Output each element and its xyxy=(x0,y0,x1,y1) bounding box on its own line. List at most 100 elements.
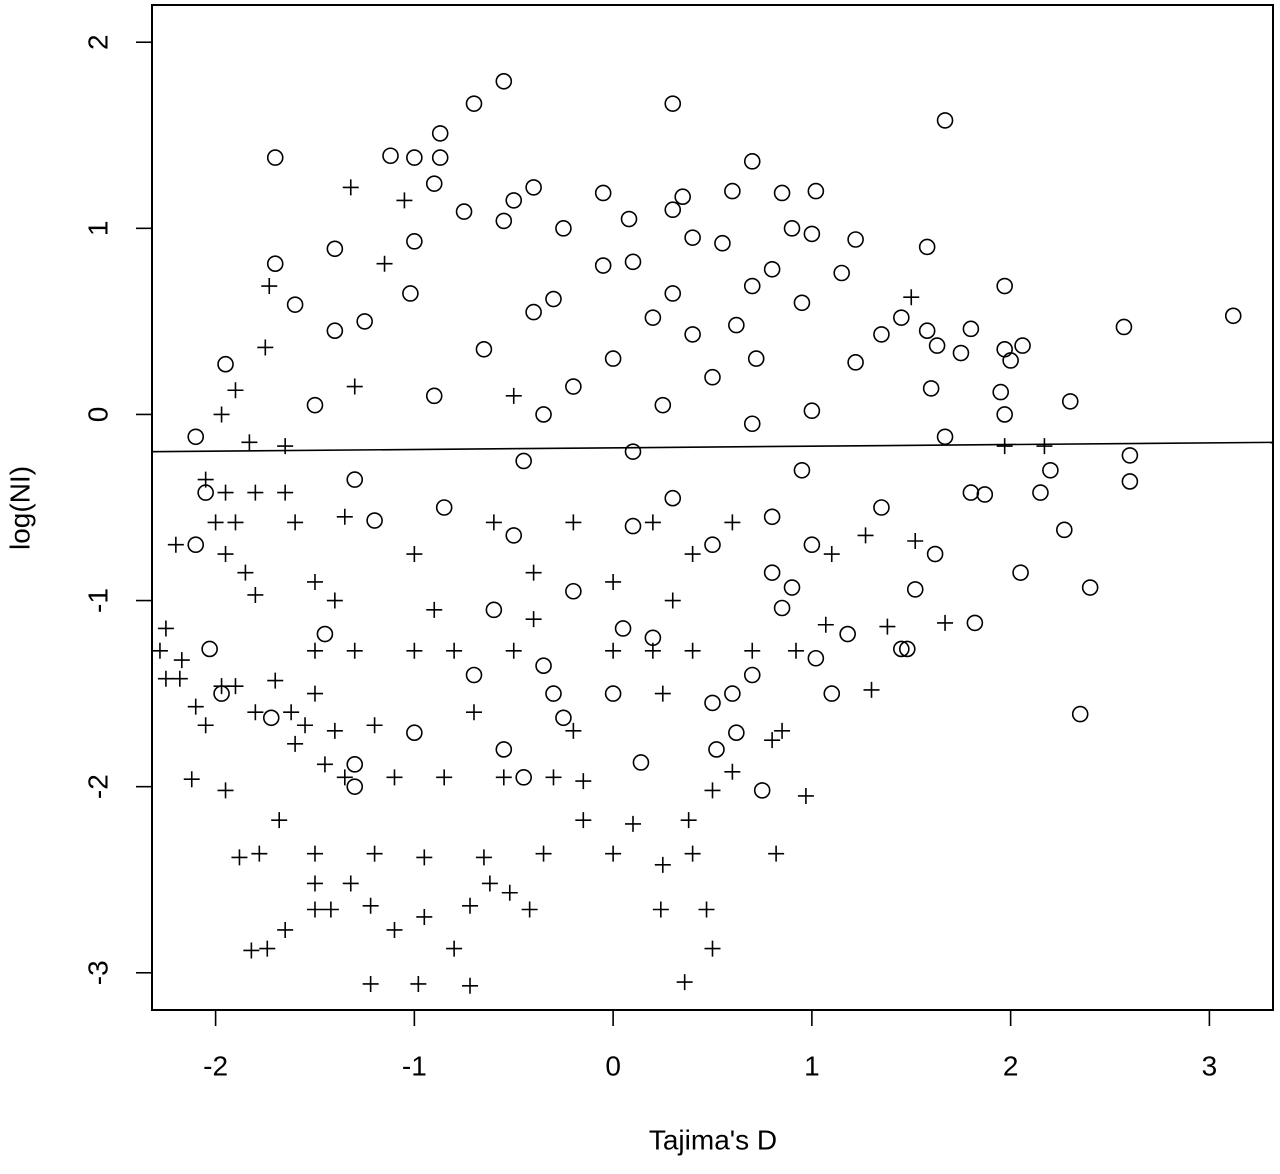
point xyxy=(803,225,821,243)
point xyxy=(1014,337,1031,354)
point xyxy=(306,685,323,702)
point xyxy=(406,642,423,659)
point xyxy=(525,564,542,581)
plot-frame xyxy=(151,4,1274,1011)
point xyxy=(525,303,542,321)
point xyxy=(481,875,498,892)
point xyxy=(336,508,353,525)
point xyxy=(704,782,721,799)
point xyxy=(604,350,622,367)
point xyxy=(183,771,200,788)
point xyxy=(1121,447,1139,464)
point xyxy=(287,735,304,752)
point xyxy=(286,296,304,313)
point xyxy=(728,316,745,334)
point xyxy=(604,685,622,702)
point xyxy=(277,921,294,938)
point xyxy=(366,717,383,734)
point xyxy=(724,514,741,531)
x-tick-label: 0 xyxy=(605,1050,621,1081)
y-tick-label: -3 xyxy=(82,960,113,985)
point xyxy=(936,428,954,446)
point xyxy=(197,717,214,734)
point xyxy=(714,234,731,252)
point xyxy=(346,471,364,488)
point xyxy=(207,514,224,531)
point xyxy=(654,856,671,873)
point xyxy=(724,685,741,702)
point xyxy=(356,313,373,330)
point xyxy=(747,350,765,367)
point xyxy=(684,642,701,659)
point xyxy=(1042,461,1059,479)
point xyxy=(1002,352,1019,369)
point xyxy=(624,443,642,460)
point xyxy=(267,672,284,689)
point xyxy=(545,685,562,702)
point xyxy=(764,732,781,749)
point xyxy=(793,294,811,312)
point xyxy=(664,201,682,219)
point xyxy=(217,484,234,501)
point xyxy=(575,773,592,790)
point xyxy=(157,670,174,687)
point xyxy=(857,527,874,544)
point xyxy=(654,396,672,414)
point xyxy=(952,344,970,362)
point xyxy=(724,182,741,200)
point xyxy=(257,339,274,356)
point xyxy=(297,717,314,734)
point xyxy=(485,514,502,531)
point xyxy=(992,383,1010,401)
point xyxy=(462,977,479,994)
point xyxy=(863,681,880,698)
point xyxy=(684,229,701,246)
point xyxy=(753,782,771,799)
point xyxy=(873,326,890,343)
point xyxy=(704,368,721,386)
point xyxy=(704,694,721,712)
point xyxy=(644,514,661,531)
point xyxy=(326,592,343,609)
point xyxy=(261,278,278,295)
point xyxy=(262,709,280,727)
point xyxy=(743,153,761,170)
point xyxy=(1071,705,1089,723)
point xyxy=(306,845,323,862)
point xyxy=(366,512,383,529)
point xyxy=(426,601,443,618)
x-axis-label: Tajima's D xyxy=(649,1124,777,1155)
point xyxy=(652,901,669,918)
x-tick-label: -1 xyxy=(402,1050,427,1081)
point xyxy=(763,508,781,526)
point xyxy=(1081,579,1099,596)
point xyxy=(898,640,916,658)
point xyxy=(157,620,174,637)
point xyxy=(446,940,463,957)
point xyxy=(620,210,638,228)
point xyxy=(605,642,622,659)
point xyxy=(416,849,433,866)
point xyxy=(346,378,363,395)
point xyxy=(698,901,715,918)
point xyxy=(535,657,552,674)
point xyxy=(594,257,612,274)
point xyxy=(823,685,841,702)
point xyxy=(555,220,572,237)
point xyxy=(396,192,413,209)
point xyxy=(336,769,353,786)
point xyxy=(495,73,513,90)
point xyxy=(431,125,449,142)
point xyxy=(724,763,741,780)
point xyxy=(495,769,512,786)
trend-line xyxy=(151,441,1274,453)
point xyxy=(664,489,682,507)
point xyxy=(306,573,323,590)
y-tick-label: 0 xyxy=(82,407,113,423)
point xyxy=(362,897,379,914)
point xyxy=(217,546,234,563)
point xyxy=(362,975,379,992)
point xyxy=(277,438,294,455)
point xyxy=(326,722,343,739)
